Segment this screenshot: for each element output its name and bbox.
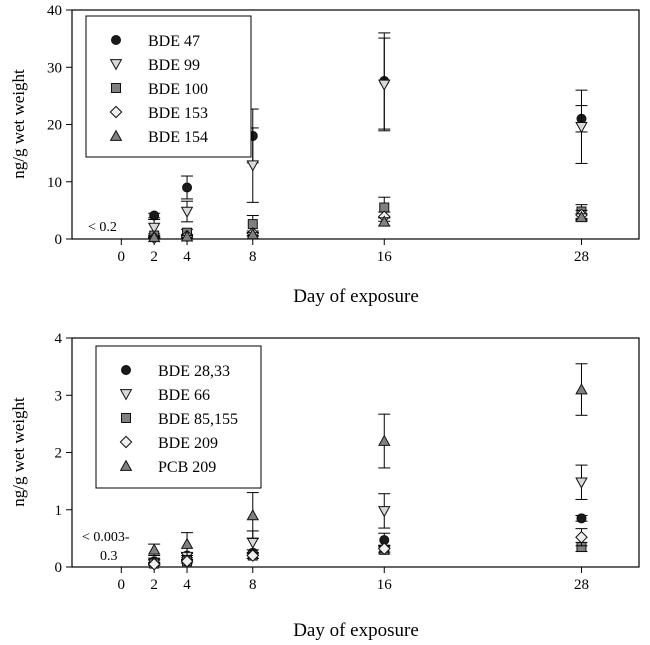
bottom-x-tick-label: 28 xyxy=(574,577,589,593)
top-legend: BDE 47 BDE 99 BDE 100 BDE 153 BDE 154 xyxy=(85,15,252,158)
bottom-point-diamond xyxy=(180,554,194,568)
bottom-x-tick-label: 4 xyxy=(183,577,191,593)
top-legend-marker-circle xyxy=(111,35,121,45)
bottom-data-marks xyxy=(147,363,588,571)
bottom-point-triangle-up xyxy=(147,543,161,555)
top-point-circle xyxy=(182,182,193,193)
bottom-annotation-line-2: 0.3 xyxy=(100,549,118,564)
bottom-legend-marker-triangle-down xyxy=(119,389,133,401)
top-legend-label: BDE 47 xyxy=(148,33,200,50)
top-x-axis-label: Day of exposure xyxy=(293,286,419,307)
bottom-axis-ticks: 0 2 4 8 16 28 0 1 2 3 4 xyxy=(55,331,589,593)
bottom-legend-label: PCB 209 xyxy=(158,459,216,476)
top-point-triangle-up xyxy=(378,215,391,227)
bottom-legend: BDE 28,33 BDE 66 BDE 85,155 BDE 209 PCB 209 xyxy=(95,345,262,489)
top-legend-label: BDE 100 xyxy=(148,81,208,98)
top-point-triangle-up xyxy=(246,227,260,240)
bottom-x-tick-label: 2 xyxy=(150,577,158,593)
top-x-tick-label: 8 xyxy=(249,249,257,265)
bottom-legend-marker-circle xyxy=(121,365,131,375)
bottom-y-tick-label: 0 xyxy=(55,560,63,576)
bottom-legend-label: BDE 66 xyxy=(158,387,210,404)
bottom-y-tick-label: 2 xyxy=(55,446,63,462)
top-legend-label: BDE 99 xyxy=(148,57,200,74)
bottom-annotation-line-1: < 0.003- xyxy=(82,530,130,545)
bottom-legend-marker-square xyxy=(121,413,131,423)
bottom-y-tick-label: 4 xyxy=(55,331,63,347)
top-point-triangle-up xyxy=(180,230,194,242)
top-axis-ticks: 0 2 4 8 16 28 0 10 20 30 40 xyxy=(47,3,589,265)
bottom-point-triangle-up xyxy=(246,509,260,521)
bottom-point-triangle-up xyxy=(378,434,391,446)
top-legend-label: BDE 153 xyxy=(148,105,208,122)
bottom-legend-label: BDE 209 xyxy=(158,435,218,452)
top-legend-marker-triangle-down xyxy=(109,59,123,71)
bottom-x-tick-label: 16 xyxy=(377,577,393,593)
top-point-triangle-down xyxy=(378,79,391,91)
bottom-x-tick-label: 0 xyxy=(118,577,126,593)
top-point-circle xyxy=(149,210,160,221)
bottom-y-axis-label: ng/g wet weight xyxy=(9,397,28,507)
bottom-point-triangle-down xyxy=(575,477,588,489)
top-x-tick-label: 28 xyxy=(574,249,589,265)
top-legend-marker-square xyxy=(111,83,121,93)
bottom-legend-label: BDE 85,155 xyxy=(158,411,238,428)
bottom-point-triangle-down xyxy=(246,537,260,549)
top-legend-label: BDE 154 xyxy=(148,129,208,146)
top-legend-marker-triangle-up xyxy=(109,129,123,141)
bottom-x-tick-label: 8 xyxy=(249,577,257,593)
bottom-point-diamond xyxy=(147,557,161,571)
top-x-tick-label: 4 xyxy=(183,249,191,265)
bottom-point-diamond xyxy=(377,542,391,556)
bottom-y-tick-label: 1 xyxy=(55,503,63,519)
top-x-tick-label: 0 xyxy=(118,249,126,265)
bottom-chart: 0 2 4 8 16 28 0 1 2 3 4 < 0.003- 0.3 Day of exposu… xyxy=(9,331,640,641)
top-x-tick-label: 2 xyxy=(150,249,158,265)
bottom-point-triangle-down xyxy=(378,506,391,518)
top-legend-marker-diamond xyxy=(109,105,123,119)
top-y-tick-label: 10 xyxy=(47,175,62,191)
top-y-tick-label: 40 xyxy=(47,3,62,19)
top-y-tick-label: 20 xyxy=(47,118,62,134)
top-point-triangle-down xyxy=(180,206,194,218)
bottom-point-triangle-up xyxy=(575,383,588,395)
top-legend-items: BDE 47 BDE 99 BDE 100 BDE 153 BDE 154 xyxy=(109,33,208,146)
bottom-legend-label: BDE 28,33 xyxy=(158,363,230,380)
top-point-triangle-down xyxy=(246,160,260,172)
top-x-tick-label: 16 xyxy=(377,249,393,265)
bottom-x-axis-label: Day of exposure xyxy=(293,620,419,641)
top-point-triangle-down xyxy=(147,222,161,234)
bottom-legend-marker-triangle-up xyxy=(119,459,133,471)
bottom-legend-items: BDE 28,33 BDE 66 BDE 85,155 BDE 209 PCB 209 xyxy=(119,363,238,476)
top-y-tick-label: 0 xyxy=(55,232,63,248)
bottom-y-tick-label: 3 xyxy=(55,388,63,404)
bottom-point-diamond xyxy=(575,530,588,544)
top-annotation: < 0.2 xyxy=(88,220,117,235)
top-data-marks xyxy=(147,32,588,245)
top-y-tick-label: 30 xyxy=(47,60,62,76)
top-y-axis-label: ng/g wet weight xyxy=(9,69,28,179)
top-point-triangle-up xyxy=(575,210,588,223)
bottom-legend-marker-diamond xyxy=(119,435,133,449)
top-point-triangle-down xyxy=(575,121,588,134)
top-point-triangle-up xyxy=(147,230,161,243)
bottom-point-diamond xyxy=(246,549,260,562)
bottom-point-triangle-up xyxy=(180,537,194,549)
bottom-point-circle xyxy=(576,513,587,524)
